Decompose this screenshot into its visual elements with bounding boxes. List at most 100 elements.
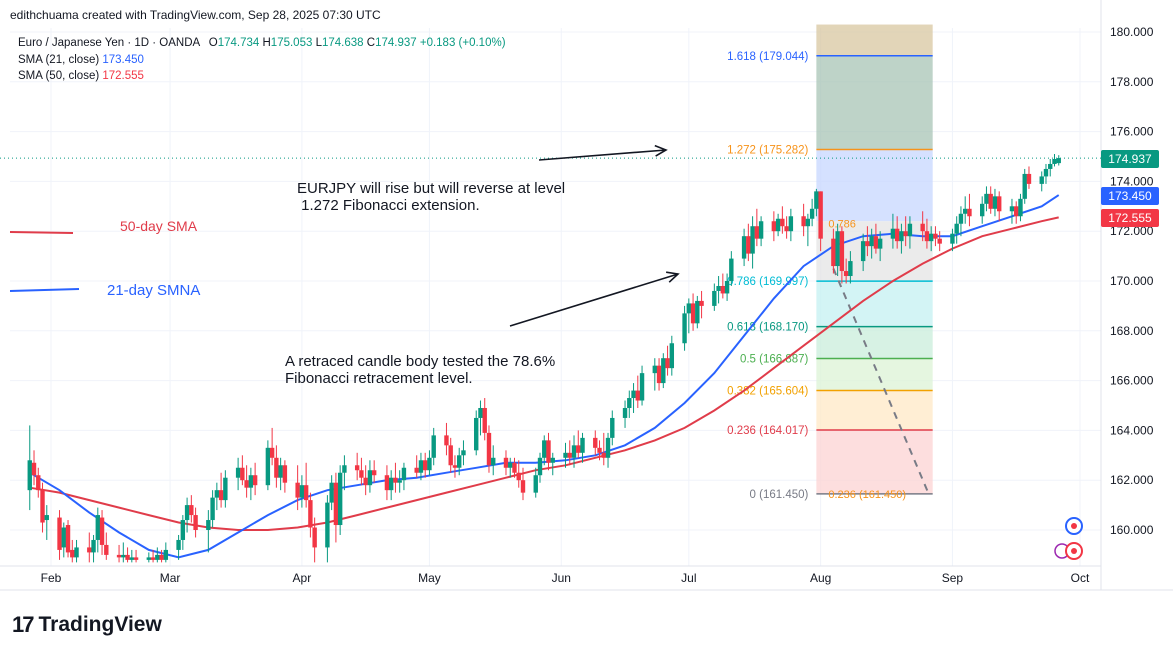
candle-body	[337, 472, 343, 526]
candle-body	[571, 445, 577, 458]
candle-body	[627, 398, 632, 408]
candle-body	[40, 490, 45, 523]
high-label: H	[262, 37, 271, 49]
x-tick-label: Aug	[810, 571, 831, 585]
candle-body	[74, 547, 79, 558]
candle-body	[639, 373, 645, 401]
candle-body	[478, 407, 483, 418]
sma21-row[interactable]: SMA (21, close) 173.450	[18, 52, 506, 69]
candle-body	[482, 407, 487, 433]
candle-body	[967, 208, 972, 217]
sma21-value: 173.450	[102, 53, 144, 66]
y-tick-label: 172.000	[1110, 224, 1154, 238]
x-tick-label: Jul	[681, 571, 696, 585]
candle-body	[720, 285, 726, 294]
candle-body	[937, 238, 942, 244]
candle-body	[567, 452, 572, 458]
sma50-value: 172.555	[102, 70, 144, 82]
candle-body	[295, 482, 300, 498]
candle-body	[665, 358, 670, 369]
candle-body	[980, 203, 985, 217]
sma50-price-tag: 172.555	[1101, 209, 1159, 227]
candle-body	[486, 432, 492, 466]
y-tick-label: 162.000	[1110, 473, 1154, 487]
fib-level-label: 0 (161.450)	[750, 489, 809, 501]
candle-body	[244, 480, 249, 488]
candle-body	[656, 365, 662, 384]
candle-body	[805, 218, 811, 227]
candle-body	[537, 457, 543, 476]
candle-body	[818, 191, 823, 239]
annotation-main-line1: EURJPY will rise but will reverse at lev…	[297, 180, 566, 197]
x-tick-label: Jun	[552, 571, 571, 585]
fib-band	[816, 149, 933, 222]
tradingview-logo[interactable]: 17 TradingView	[12, 612, 162, 638]
annotation-main: EURJPY will rise but will reverse at lev…	[297, 180, 565, 214]
candle-body	[214, 490, 220, 498]
candle-body	[831, 238, 836, 267]
x-tick-label: Oct	[1071, 571, 1090, 585]
candle-body	[516, 472, 521, 481]
candle-body	[1056, 158, 1061, 164]
candle-body	[950, 233, 955, 244]
fib-level-label: 0.618 (168.170)	[727, 322, 808, 334]
candle-body	[508, 462, 513, 468]
candle-body	[57, 517, 62, 550]
candle-body	[741, 236, 747, 259]
candle-body	[601, 452, 606, 458]
candle-body	[686, 303, 692, 314]
annotation-arrows	[9, 144, 1083, 560]
candle-body	[839, 231, 845, 272]
y-tick-label: 176.000	[1110, 125, 1154, 139]
close-value: 174.937	[375, 37, 417, 49]
candle-body	[274, 457, 279, 478]
x-tick-label: Sep	[942, 571, 964, 585]
fib-band	[816, 358, 933, 391]
sma21-annotation: 21-day SMNA	[107, 282, 201, 299]
candle-body	[771, 221, 777, 232]
candle-body	[325, 502, 330, 548]
low-value: 174.638	[321, 37, 364, 49]
candle-body	[278, 465, 283, 478]
candle-body	[1052, 158, 1057, 164]
candle-body	[984, 193, 989, 204]
fibonacci-tool[interactable]: 1.618 (179.044) 1.272 (175.282) 0.786 (169…	[727, 24, 933, 501]
candle-body	[312, 527, 317, 548]
axes: 160.000 162.000 164.000 166.000 168.000 170.0…	[0, 0, 1173, 591]
candle-body	[682, 313, 687, 344]
candle-body	[210, 497, 215, 521]
x-tick-label: Feb	[41, 571, 62, 585]
symbol-row[interactable]: Euro / Japanese Yen · 1D · OANDA O174.73…	[18, 35, 506, 52]
arrow-to-extension-head	[654, 144, 668, 157]
candle-body	[163, 549, 169, 560]
y-tick-label: 164.000	[1110, 423, 1154, 437]
candle-body	[695, 300, 700, 324]
candle-body	[384, 475, 390, 491]
candle-body	[401, 467, 407, 481]
change-value: +0.183 (+0.10%)	[419, 37, 506, 49]
candle-body	[997, 196, 1002, 212]
sma50-annotation: 50-day SMA	[120, 218, 198, 234]
candlesticks	[27, 154, 1061, 563]
sma21-legend-sample	[9, 288, 80, 292]
candle-body	[31, 462, 37, 476]
annotation-retrace-line2: Fibonacci retracement level.	[285, 370, 473, 387]
fib-level-label: 0.786 (169.997)	[727, 276, 808, 288]
candle-body	[87, 547, 92, 553]
tradingview-logo-icon: 17	[12, 612, 35, 637]
sma50-row[interactable]: SMA (50, close) 172.555	[18, 68, 506, 85]
candle-body	[593, 437, 598, 448]
candle-body	[661, 358, 666, 384]
candle-body	[801, 216, 806, 227]
fib-level-label: 1.618 (179.044)	[727, 51, 808, 63]
fib-band	[816, 326, 933, 359]
candle-body	[121, 554, 126, 558]
candle-body	[622, 407, 628, 418]
y-tick-label: 174.000	[1110, 174, 1154, 188]
candle-body	[533, 475, 538, 493]
candle-body	[176, 539, 181, 550]
y-tick-label: 170.000	[1110, 274, 1154, 288]
candle-body	[992, 196, 998, 209]
candle-body	[474, 417, 479, 451]
